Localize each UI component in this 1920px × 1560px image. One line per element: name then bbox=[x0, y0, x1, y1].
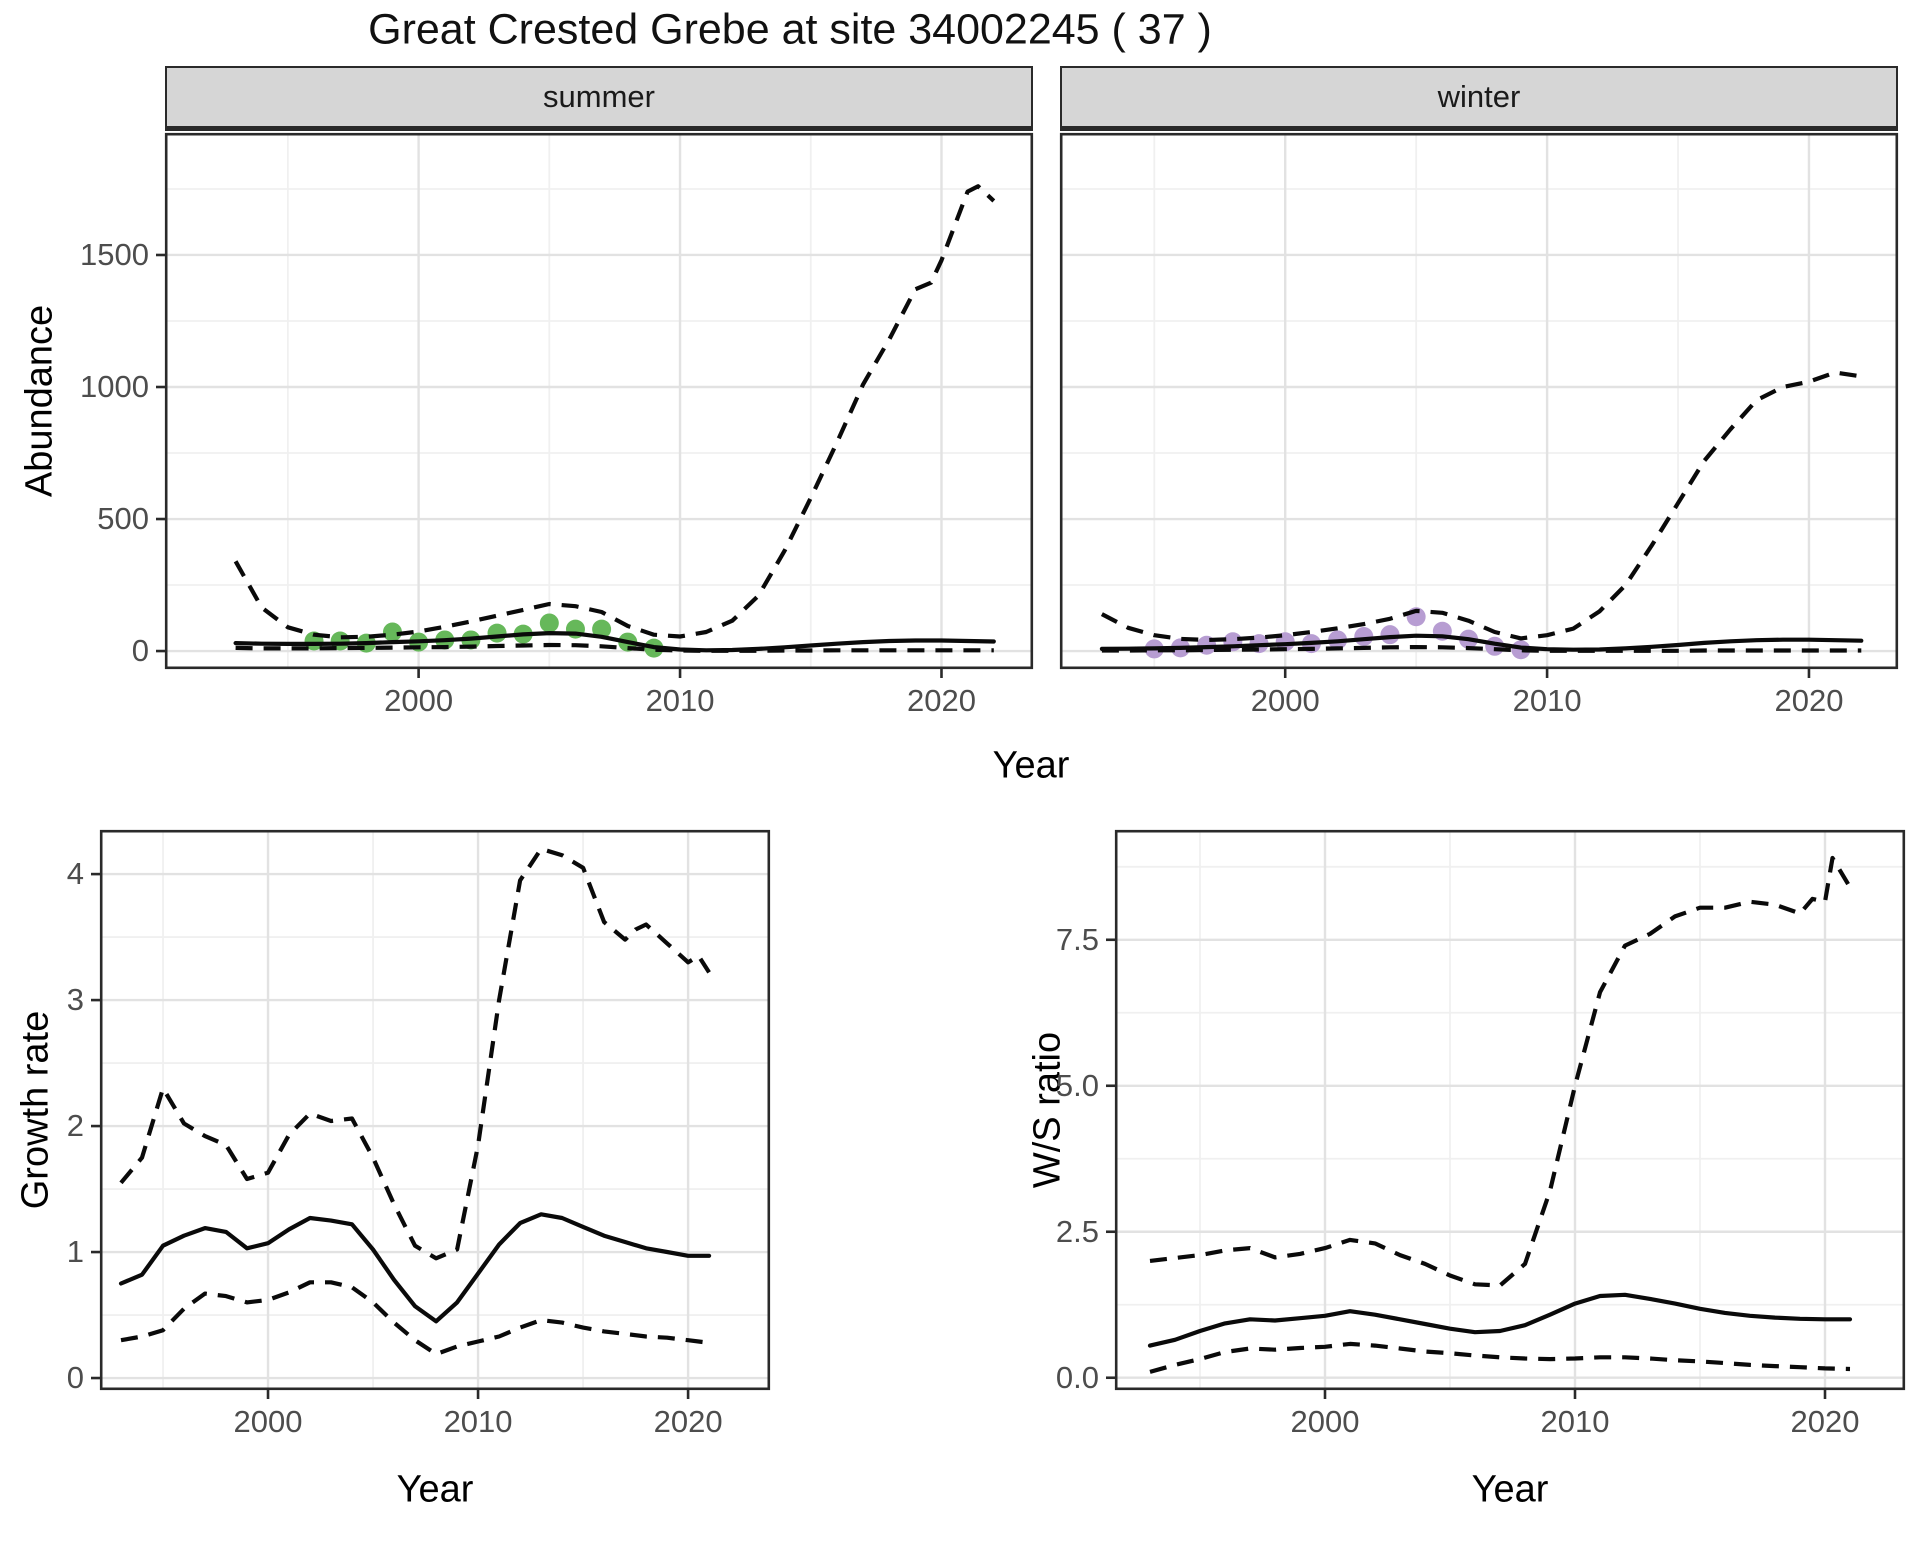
observed-point bbox=[1354, 627, 1374, 647]
observed-point bbox=[539, 613, 559, 633]
chart-ws bbox=[1106, 829, 1906, 1399]
panel-border bbox=[1059, 132, 1899, 670]
observed-point bbox=[382, 622, 402, 642]
upper_ci-line bbox=[1100, 370, 1862, 643]
x-axis-title-year-growth: Year bbox=[396, 1468, 474, 1511]
x-tick-label: 2010 bbox=[1512, 683, 1582, 718]
y-tick-label: 4 bbox=[66, 856, 84, 892]
lower_ci-line bbox=[120, 1280, 710, 1357]
x-tick-label: 2000 bbox=[1290, 1404, 1360, 1439]
y-tick-label: 1000 bbox=[80, 369, 149, 404]
x-tick-label: 2010 bbox=[443, 1404, 513, 1439]
y-tick-label: 1500 bbox=[80, 236, 149, 272]
facet-strip-summer-label: summer bbox=[543, 79, 655, 114]
y-tick-label: 7.5 bbox=[1055, 921, 1099, 957]
x-tick-label: 2010 bbox=[645, 683, 715, 718]
facet-strip-winter: winter bbox=[1060, 66, 1898, 131]
panel-border bbox=[1114, 829, 1906, 1391]
x-tick-label: 2000 bbox=[1250, 683, 1320, 718]
y-tick-label: 0 bbox=[66, 1360, 84, 1396]
observed-point bbox=[487, 623, 507, 643]
x-tick-label: 2020 bbox=[1790, 1404, 1860, 1439]
chart-growth bbox=[91, 829, 771, 1399]
upper_ci-line bbox=[119, 846, 711, 1261]
panel-border bbox=[99, 829, 771, 1391]
chart-title: Great Crested Grebe at site 34002245 ( 3… bbox=[368, 5, 1212, 54]
fit-line bbox=[1099, 633, 1864, 652]
y-tick-label: 0 bbox=[131, 633, 149, 669]
fit-line bbox=[118, 1212, 712, 1324]
chart-winter bbox=[1059, 132, 1899, 678]
x-tick-label: 2000 bbox=[384, 683, 454, 718]
lower_ci-line bbox=[1101, 645, 1862, 653]
lower_ci-line bbox=[1149, 1341, 1851, 1374]
x-axis-title-year-top: Year bbox=[992, 744, 1070, 787]
y-axis-title-ws-ratio: W/S ratio bbox=[1026, 1031, 1069, 1189]
x-tick-label: 2000 bbox=[233, 1404, 303, 1439]
fit-line bbox=[1147, 1292, 1853, 1348]
x-tick-label: 2020 bbox=[653, 1404, 723, 1439]
y-tick-label: 5.0 bbox=[1055, 1067, 1099, 1103]
fit-line bbox=[233, 631, 996, 653]
x-tick-label: 2010 bbox=[1540, 1404, 1610, 1439]
y-tick-label: 500 bbox=[97, 501, 149, 537]
lower_ci-line bbox=[235, 642, 994, 653]
observed-point bbox=[592, 619, 612, 639]
y-tick-label: 3 bbox=[66, 982, 84, 1018]
panel-border bbox=[164, 132, 1034, 670]
y-tick-label: 2 bbox=[66, 1108, 84, 1144]
x-axis-title-year-ws: Year bbox=[1471, 1468, 1549, 1511]
x-tick-label: 2020 bbox=[907, 683, 976, 718]
facet-strip-winter-label: winter bbox=[1437, 79, 1521, 114]
x-tick-label: 2020 bbox=[1774, 683, 1844, 718]
chart-summer bbox=[156, 132, 1034, 678]
y-tick-label: 0.0 bbox=[1055, 1359, 1099, 1395]
upper_ci-line bbox=[233, 184, 996, 640]
upper_ci-line bbox=[1149, 855, 1852, 1288]
facet-strip-summer: summer bbox=[165, 66, 1033, 131]
y-tick-label: 1 bbox=[66, 1234, 84, 1270]
y-tick-label: 2.5 bbox=[1055, 1213, 1099, 1249]
